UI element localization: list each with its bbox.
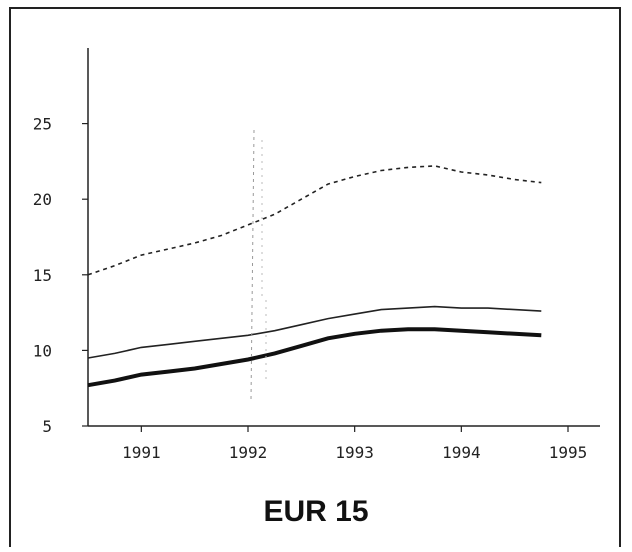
x-tick-label: 1994: [442, 443, 481, 462]
chart-axes: 5 10 15 20 25 1991 1992 1993 1994 1995: [33, 48, 600, 462]
series-line-thin: [87, 305, 542, 359]
series-layer: [87, 165, 542, 388]
y-tick-label: 15: [33, 266, 52, 285]
series-line-thick: [87, 327, 542, 388]
x-tick-label: 1992: [229, 443, 268, 462]
chart-title: EUR 15: [263, 495, 369, 528]
y-tick-label: 5: [42, 417, 52, 436]
x-tick-label: 1991: [122, 443, 161, 462]
x-tick-label: 1993: [335, 443, 374, 462]
chart-frame: [9, 7, 621, 547]
series-line-dashed: [87, 165, 542, 276]
y-tick-label: 20: [33, 190, 52, 209]
y-tick-label: 25: [33, 115, 52, 134]
y-tick-label: 10: [33, 341, 52, 360]
x-tick-label: 1995: [549, 443, 588, 462]
scan-artifacts: [250, 129, 267, 401]
